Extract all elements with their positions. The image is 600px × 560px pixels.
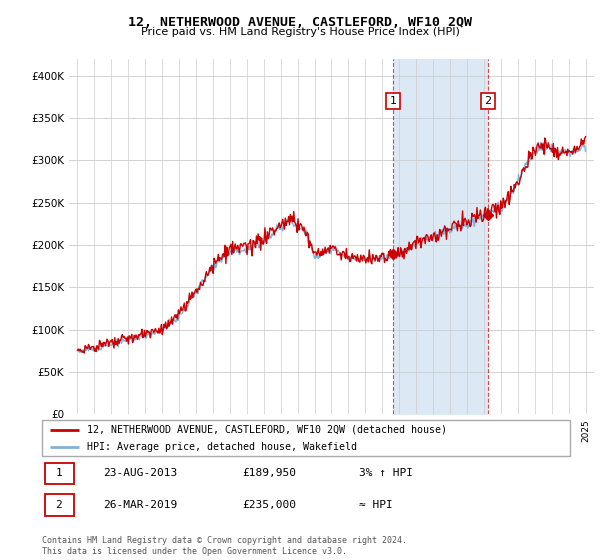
Text: Price paid vs. HM Land Registry's House Price Index (HPI): Price paid vs. HM Land Registry's House … [140,27,460,37]
Text: 3% ↑ HPI: 3% ↑ HPI [359,468,413,478]
Text: 2: 2 [484,96,491,106]
Text: 12, NETHERWOOD AVENUE, CASTLEFORD, WF10 2QW: 12, NETHERWOOD AVENUE, CASTLEFORD, WF10 … [128,16,472,29]
Text: 1: 1 [390,96,397,106]
FancyBboxPatch shape [42,420,570,456]
Text: 26-MAR-2019: 26-MAR-2019 [103,500,177,510]
Text: £189,950: £189,950 [242,468,296,478]
Text: 1: 1 [56,468,62,478]
Text: ≈ HPI: ≈ HPI [359,500,392,510]
FancyBboxPatch shape [44,463,74,484]
Text: HPI: Average price, detached house, Wakefield: HPI: Average price, detached house, Wake… [87,442,357,451]
FancyBboxPatch shape [44,494,74,516]
Text: 23-AUG-2013: 23-AUG-2013 [103,468,177,478]
Text: Contains HM Land Registry data © Crown copyright and database right 2024.
This d: Contains HM Land Registry data © Crown c… [42,536,407,556]
Text: £235,000: £235,000 [242,500,296,510]
Text: 12, NETHERWOOD AVENUE, CASTLEFORD, WF10 2QW (detached house): 12, NETHERWOOD AVENUE, CASTLEFORD, WF10 … [87,425,447,435]
Text: 2: 2 [56,500,62,510]
